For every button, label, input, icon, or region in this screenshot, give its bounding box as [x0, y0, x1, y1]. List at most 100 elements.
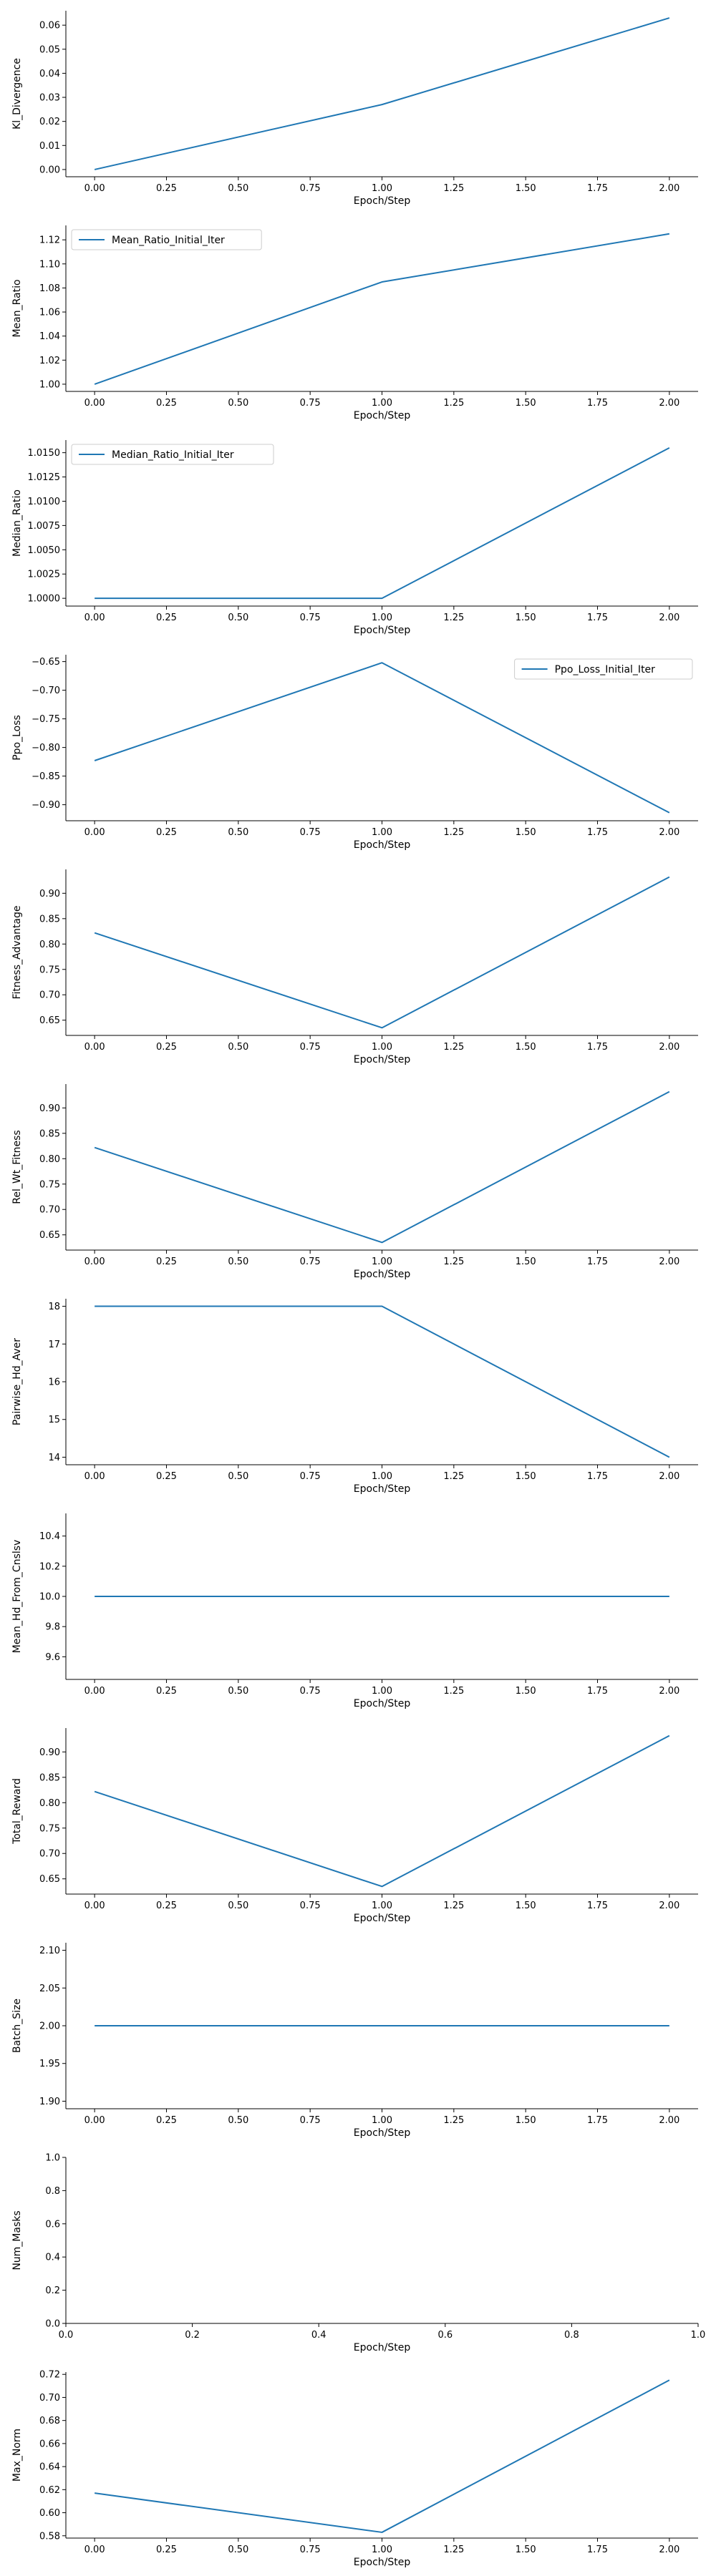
x-tick-label: 1.0: [691, 2330, 706, 2341]
y-tick-label: 0.90: [39, 1747, 60, 1758]
x-tick-label: 1.00: [372, 398, 392, 409]
legend-box: [71, 229, 262, 250]
y-tick-label: 0.75: [39, 1823, 60, 1834]
y-axis-label: Mean_Hd_From_Cnslsv: [11, 1540, 23, 1654]
legend-box: [71, 444, 274, 465]
x-tick-label: 0.75: [300, 1042, 321, 1053]
y-tick-label: −0.70: [32, 686, 60, 696]
y-tick-label: 1.0000: [28, 594, 61, 605]
x-tick-label: 1.25: [443, 827, 464, 838]
y-tick-label: 1.00: [39, 379, 60, 390]
x-tick-label: 0.50: [228, 1257, 248, 1267]
x-tick-label: 0.25: [156, 1901, 177, 1911]
x-tick-label: 2.00: [659, 1686, 679, 1697]
x-tick-label: 1.50: [516, 183, 536, 194]
x-tick-label: 1.75: [587, 398, 608, 409]
y-tick-label: 0.75: [39, 965, 60, 975]
x-tick-label: 1.00: [372, 827, 392, 838]
y-axis-label: Rel_Wt_Fitness: [11, 1130, 23, 1204]
x-tick-label: 0.00: [84, 1901, 105, 1911]
x-tick-label: 2.00: [659, 2545, 679, 2555]
y-tick-label: 1.0050: [28, 545, 61, 556]
x-tick-label: 1.00: [372, 1686, 392, 1697]
y-tick-label: 10.0: [39, 1592, 60, 1603]
x-tick-label: 1.25: [443, 613, 464, 623]
y-tick-label: 1.0075: [28, 521, 61, 532]
x-tick-label: 1.50: [516, 827, 536, 838]
y-tick-label: 0.70: [39, 2393, 60, 2404]
y-tick-label: −0.80: [32, 743, 60, 753]
y-axis-label: Pairwise_Hd_Aver: [11, 1338, 23, 1425]
y-axis-label: Ppo_Loss: [11, 715, 23, 761]
x-tick-label: 0.75: [300, 2115, 321, 2126]
y-axis-label: Batch_Size: [11, 1999, 23, 2053]
x-tick-label: 1.25: [443, 1042, 464, 1053]
y-tick-label: −0.85: [32, 771, 60, 782]
x-axis-label: Epoch/Step: [354, 1054, 411, 1065]
x-tick-label: 0.25: [156, 183, 177, 194]
x-tick-label: 0.75: [300, 1686, 321, 1697]
x-tick-label: 0.25: [156, 1686, 177, 1697]
x-tick-label: 1.25: [443, 1686, 464, 1697]
legend: Median_Ratio_Initial_Iter: [71, 444, 274, 465]
x-axis-label: Epoch/Step: [354, 1698, 411, 1709]
panel-12: 0.00 0.25 0.50 0.75 1.00 1.25 1.50 1.75 2.00 0.58…: [11, 2370, 698, 2568]
x-tick-label: 0.50: [228, 1042, 248, 1053]
y-tick-label: 0.03: [39, 93, 60, 104]
y-tick-label: 0.80: [39, 940, 60, 950]
x-tick-label: 0.00: [84, 183, 105, 194]
y-tick-label: 1.0025: [28, 570, 61, 580]
x-tick-label: 1.75: [587, 827, 608, 838]
x-tick-label: 0.00: [84, 398, 105, 409]
y-tick-label: 0.02: [39, 117, 60, 127]
x-tick-label: 0.8: [564, 2330, 579, 2341]
series-line: [94, 17, 670, 170]
x-tick-label: 1.75: [587, 1042, 608, 1053]
legend-label: Ppo_Loss_Initial_Iter: [555, 664, 656, 675]
x-tick-label: 0.50: [228, 1686, 248, 1697]
y-tick-label: 14: [48, 1453, 60, 1463]
y-tick-label: 0.66: [39, 2439, 60, 2449]
y-tick-label: 0.72: [39, 2370, 60, 2381]
y-tick-label: 1.0100: [28, 497, 61, 507]
x-tick-label: 1.00: [372, 183, 392, 194]
y-tick-label: 0.58: [39, 2531, 60, 2542]
series-line: [94, 876, 670, 1029]
y-tick-label: 0.80: [39, 1798, 60, 1809]
x-tick-label: 1.50: [516, 1471, 536, 1482]
x-tick-label: 0.25: [156, 613, 177, 623]
y-axis-label: Num_Masks: [11, 2210, 23, 2270]
x-tick-label: 0.75: [300, 2545, 321, 2555]
x-tick-label: 0.4: [311, 2330, 326, 2341]
y-tick-label: −0.75: [32, 714, 60, 725]
y-tick-label: 0.0: [45, 2319, 60, 2330]
panel-2: 0.00 0.25 0.50 0.75 1.00 1.25 1.50 1.75 2.00 1.00…: [11, 225, 698, 421]
y-axis-label: Median_Ratio: [11, 489, 23, 557]
y-tick-label: −0.90: [32, 800, 60, 811]
x-tick-label: 1.00: [372, 1042, 392, 1053]
x-axis-label: Epoch/Step: [354, 839, 411, 851]
x-tick-label: 2.00: [659, 1257, 679, 1267]
x-tick-label: 1.00: [372, 613, 392, 623]
y-tick-label: 9.6: [45, 1652, 60, 1663]
y-tick-label: 10.2: [39, 1561, 60, 1572]
x-tick-label: 0.25: [156, 2545, 177, 2555]
x-tick-label: 1.75: [587, 1686, 608, 1697]
x-tick-label: 0.50: [228, 827, 248, 838]
x-tick-label: 1.50: [516, 2545, 536, 2555]
x-tick-label: 2.00: [659, 183, 679, 194]
y-tick-label: 1.0150: [28, 448, 61, 459]
y-tick-label: 0.65: [39, 1015, 60, 1026]
x-tick-label: 1.50: [516, 1901, 536, 1911]
y-tick-label: 1.02: [39, 356, 60, 366]
x-tick-label: 0.25: [156, 1257, 177, 1267]
y-tick-label: 18: [48, 1302, 60, 1312]
series-line: [94, 233, 670, 385]
x-axis-label: Epoch/Step: [354, 1483, 411, 1495]
x-tick-label: 0.50: [228, 1901, 248, 1911]
x-tick-label: 1.25: [443, 2545, 464, 2555]
y-axis-label: Max_Norm: [11, 2429, 23, 2482]
y-tick-label: 1.10: [39, 259, 60, 270]
y-tick-label: 0.85: [39, 1128, 60, 1139]
x-tick-label: 0.75: [300, 1471, 321, 1482]
